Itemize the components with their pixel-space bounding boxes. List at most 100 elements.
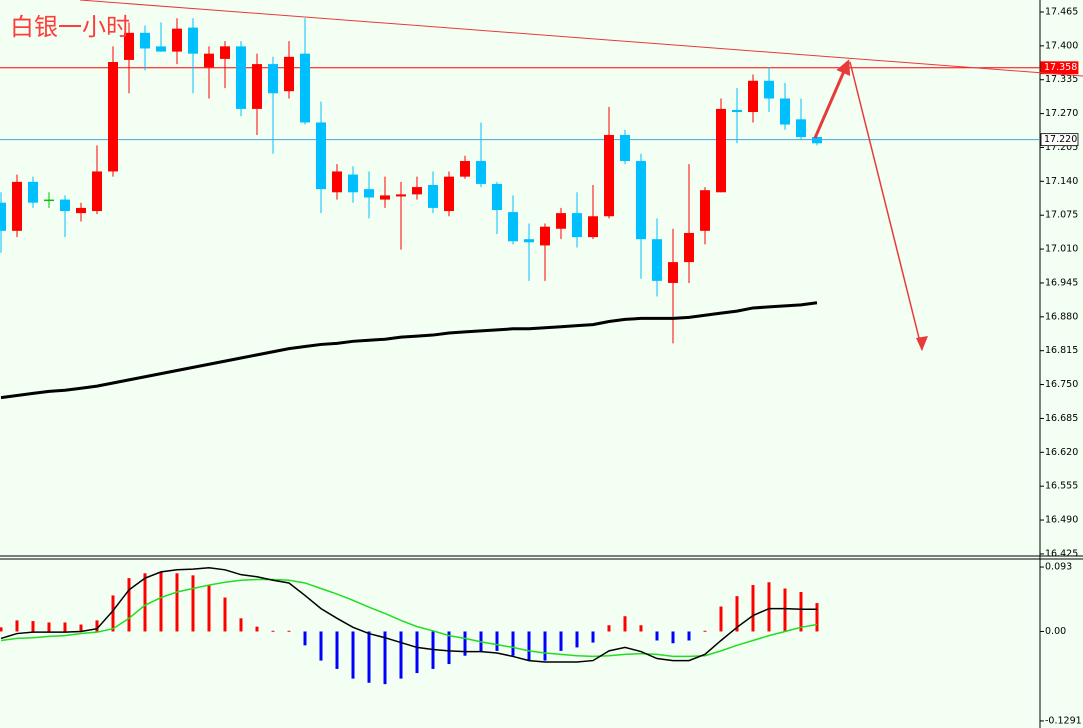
candle-body	[140, 32, 150, 49]
y-tick-label: 16.425	[1045, 548, 1078, 559]
candle-body	[204, 53, 214, 68]
arrow-head	[916, 336, 928, 351]
candle-body	[12, 181, 22, 231]
histogram-bar	[751, 585, 755, 632]
candle-body	[284, 56, 294, 92]
y-tick-label: 16.685	[1045, 413, 1078, 424]
histogram-bar	[543, 631, 547, 661]
histogram-bar	[559, 631, 563, 651]
candle-body	[476, 161, 486, 184]
candle-body	[508, 212, 518, 242]
candle-body	[636, 161, 646, 240]
histogram-bar	[783, 588, 787, 632]
histogram-bar	[15, 620, 19, 632]
candle-body	[540, 226, 550, 246]
candle-body	[396, 194, 406, 197]
candle-body	[300, 53, 310, 123]
candle-body	[380, 195, 390, 200]
candle-body	[556, 213, 566, 229]
y-tick-label: 16.750	[1045, 379, 1078, 390]
histogram-bar	[31, 621, 35, 632]
candle-body	[732, 109, 742, 113]
y-tick-label: 16.815	[1045, 345, 1078, 356]
histogram-bar	[767, 582, 771, 632]
y-tick-label: 17.400	[1045, 40, 1078, 51]
y-tick-label: 16.490	[1045, 515, 1078, 526]
candle-body	[668, 262, 678, 283]
y-tick-label: 16.555	[1045, 481, 1078, 492]
y-tick-label: 17.205	[1045, 142, 1078, 153]
y-tick-label: 17.075	[1045, 210, 1078, 221]
price-label: 17.220	[1044, 134, 1077, 145]
histogram-bar	[607, 625, 611, 632]
candle-body	[332, 171, 342, 193]
arrow-down	[849, 61, 923, 351]
histogram-bar	[671, 631, 675, 644]
candle-body	[236, 46, 246, 109]
histogram-bar	[239, 618, 243, 632]
histogram-bar	[367, 631, 371, 683]
candle-body	[364, 189, 374, 198]
histogram-bar	[0, 627, 3, 632]
histogram-bar	[159, 571, 163, 632]
histogram-bar	[639, 625, 643, 632]
candle-body	[620, 134, 630, 162]
candle-body	[28, 181, 38, 203]
candle-body	[0, 202, 6, 231]
candle-body	[812, 137, 822, 144]
candle-body	[252, 64, 262, 109]
signal-line	[0, 578, 818, 658]
candle-body	[588, 216, 598, 238]
candle-body	[748, 80, 758, 113]
y-tick-label: 17.270	[1045, 108, 1078, 119]
candle-body	[700, 190, 710, 231]
candle-body	[428, 184, 438, 208]
histogram-bar	[207, 585, 211, 632]
candle-body	[92, 171, 102, 212]
price-label: 17.358	[1044, 62, 1077, 73]
candle-body	[76, 207, 86, 214]
candle-body	[604, 134, 614, 217]
histogram-bar	[815, 603, 819, 632]
histogram-bar	[527, 631, 531, 661]
histogram-bar	[95, 620, 99, 632]
candle-body	[412, 187, 422, 195]
price-label-box	[1040, 133, 1079, 147]
candle-body	[316, 122, 326, 190]
y-tick-label: 0.00	[1045, 626, 1066, 637]
arrow-up	[813, 59, 851, 139]
histogram-bar	[447, 631, 451, 665]
histogram-bar	[47, 622, 51, 632]
candle-body	[572, 213, 582, 238]
histogram-bar	[175, 573, 179, 632]
candle-body	[220, 46, 230, 59]
candle-body	[348, 174, 358, 193]
histogram-bar	[591, 631, 595, 643]
y-tick-label: 17.335	[1045, 74, 1078, 85]
candle-body	[780, 98, 790, 125]
histogram-bar	[511, 631, 515, 656]
histogram-bar	[799, 591, 803, 632]
histogram-bar	[703, 630, 707, 632]
candle-body	[764, 80, 774, 99]
histogram-bar	[127, 578, 131, 632]
histogram-bar	[495, 631, 499, 651]
y-tick-label: -0.1291	[1045, 715, 1082, 726]
y-tick-label: 16.880	[1045, 311, 1078, 322]
candle-body	[172, 28, 182, 52]
candle-body	[188, 27, 198, 54]
histogram-bar	[399, 631, 403, 679]
histogram-bar	[319, 631, 323, 661]
histogram-bar	[255, 626, 259, 632]
moving-average	[0, 301, 818, 400]
histogram-bar	[655, 631, 659, 641]
chart-title: 白银一小时	[10, 13, 130, 41]
y-tick-label: 17.465	[1045, 6, 1078, 17]
candle-body	[524, 239, 534, 243]
candle-body	[460, 161, 470, 177]
histogram-bar	[575, 631, 579, 648]
candle-body	[108, 62, 118, 172]
histogram-bar	[351, 631, 355, 679]
candle-body	[44, 199, 54, 202]
